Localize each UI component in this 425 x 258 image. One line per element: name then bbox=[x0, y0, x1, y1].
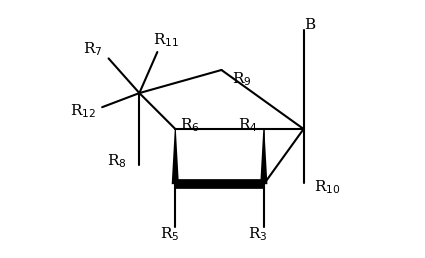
Text: R$_4$: R$_4$ bbox=[238, 116, 258, 134]
Text: R$_3$: R$_3$ bbox=[248, 225, 267, 243]
Text: B: B bbox=[304, 18, 316, 32]
Text: R$_7$: R$_7$ bbox=[82, 41, 102, 58]
Text: R$_8$: R$_8$ bbox=[107, 152, 127, 170]
Polygon shape bbox=[172, 129, 179, 184]
Text: R$_6$: R$_6$ bbox=[181, 116, 200, 134]
Text: R$_5$: R$_5$ bbox=[161, 225, 180, 243]
Text: R$_{11}$: R$_{11}$ bbox=[153, 32, 180, 49]
Text: R$_{12}$: R$_{12}$ bbox=[70, 102, 96, 120]
Polygon shape bbox=[260, 129, 267, 184]
Text: R$_9$: R$_9$ bbox=[232, 70, 251, 88]
Text: R$_{10}$: R$_{10}$ bbox=[314, 178, 340, 196]
